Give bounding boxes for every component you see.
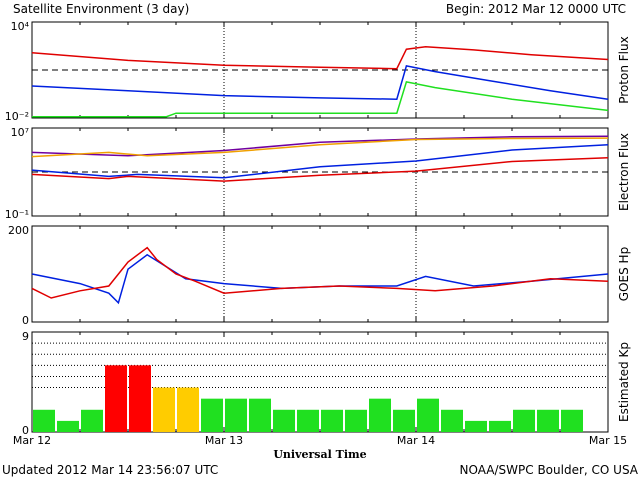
y-tick-bottom: 10⁻¹ — [5, 208, 29, 221]
panel-2: 10⁷ 10⁻¹ Electron Flux — [5, 126, 631, 221]
x-tick-mar14: Mar 14 — [397, 434, 435, 447]
kp-bar — [489, 420, 511, 432]
y-tick-top: 200 — [8, 224, 29, 237]
y-axis-label: Proton Flux — [617, 36, 631, 103]
y-tick-bottom: 10⁻² — [5, 110, 29, 123]
kp-bar — [345, 409, 367, 432]
series-line-red — [31, 246, 609, 299]
y-axis-label: Estimated Kp — [617, 342, 631, 422]
series-line-green — [32, 81, 609, 118]
updated-timestamp: Updated 2012 Mar 14 23:56:07 UTC — [2, 463, 218, 477]
kp-bar — [273, 409, 295, 432]
kp-bar — [225, 398, 247, 432]
series-line-orange — [31, 137, 609, 158]
kp-bar — [513, 409, 535, 432]
x-tick-mar13: Mar 13 — [205, 434, 243, 447]
kp-bar — [441, 409, 463, 432]
source-credit: NOAA/SWPC Boulder, CO USA — [460, 463, 639, 477]
kp-bar — [105, 365, 127, 432]
y-tick-top: 9 — [22, 330, 29, 343]
y-tick-top: 10⁴ — [11, 20, 30, 33]
y-tick-bottom: 0 — [22, 424, 29, 437]
y-axis-label: Electron Flux — [617, 133, 631, 211]
kp-bar — [297, 409, 319, 432]
series-line-red — [31, 156, 609, 182]
kp-bar — [81, 409, 103, 432]
series-line-blue — [31, 253, 609, 305]
x-tick-mar15: Mar 15 — [589, 434, 627, 447]
panel-frame — [31, 21, 609, 119]
panel-4: 9 0 Estimated Kp — [22, 330, 631, 437]
panel-3: 200 0 GOES Hp — [8, 224, 631, 327]
kp-bar — [393, 409, 415, 432]
kp-bar — [177, 387, 199, 432]
x-axis-label: Universal Time — [273, 448, 366, 461]
series-line-red — [31, 46, 609, 70]
kp-bar — [249, 398, 271, 432]
kp-bar — [57, 420, 79, 432]
series-line-purple — [31, 135, 609, 157]
kp-bar — [153, 387, 175, 432]
kp-bar — [537, 409, 559, 432]
begin-time: Begin: 2012 Mar 12 0000 UTC — [446, 2, 626, 16]
kp-bar — [201, 398, 223, 432]
y-tick-top: 10⁷ — [11, 126, 29, 139]
y-tick-bottom: 0 — [22, 314, 29, 327]
y-axis-label: GOES Hp — [617, 247, 631, 301]
panel-1: 10⁴ 10⁻² Proton Flux — [5, 20, 631, 123]
series-line-blue — [31, 65, 609, 100]
kp-bar — [129, 365, 151, 432]
chart-title: Satellite Environment (3 day) — [13, 2, 189, 16]
kp-bar — [465, 420, 487, 432]
kp-bar — [33, 409, 55, 432]
x-tick-mar12: Mar 12 — [13, 434, 51, 447]
panel-frame — [31, 127, 609, 217]
kp-bar — [417, 398, 439, 432]
kp-bar — [321, 409, 343, 432]
kp-bar — [561, 409, 583, 432]
series-line-blue — [31, 144, 609, 179]
kp-bar — [369, 398, 391, 432]
